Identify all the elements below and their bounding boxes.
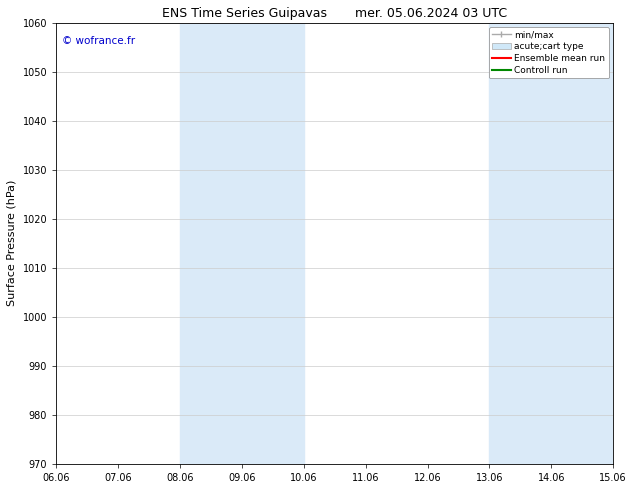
Y-axis label: Surface Pressure (hPa): Surface Pressure (hPa) bbox=[7, 180, 17, 306]
Legend: min/max, acute;cart type, Ensemble mean run, Controll run: min/max, acute;cart type, Ensemble mean … bbox=[489, 27, 609, 78]
Title: ENS Time Series Guipavas       mer. 05.06.2024 03 UTC: ENS Time Series Guipavas mer. 05.06.2024… bbox=[162, 7, 507, 20]
Bar bbox=[489, 23, 613, 464]
Text: © wofrance.fr: © wofrance.fr bbox=[61, 36, 135, 46]
Bar bbox=[180, 23, 304, 464]
